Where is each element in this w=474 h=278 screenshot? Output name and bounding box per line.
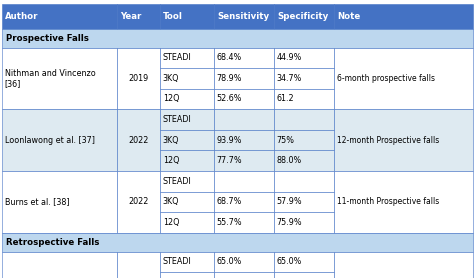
Text: 77.7%: 77.7% (217, 156, 242, 165)
Bar (274, 150, 335, 171)
Bar (2, 233, 473, 252)
Text: 68.4%: 68.4% (217, 53, 242, 62)
Bar (160, 130, 214, 150)
Text: 78.9%: 78.9% (217, 74, 242, 83)
Bar (214, 272, 274, 278)
Bar (2, 252, 118, 278)
Bar (160, 89, 214, 109)
Text: 34.7%: 34.7% (277, 74, 302, 83)
Bar (274, 4, 335, 29)
Bar (335, 48, 473, 109)
Text: Specificity: Specificity (277, 12, 328, 21)
Text: 12Q: 12Q (163, 218, 179, 227)
Bar (214, 48, 274, 68)
Text: 61.2: 61.2 (277, 95, 294, 103)
Text: Sensitivity: Sensitivity (217, 12, 269, 21)
Text: 75.9%: 75.9% (277, 218, 302, 227)
Bar (118, 252, 160, 278)
Text: 11-month Prospective falls: 11-month Prospective falls (337, 197, 439, 206)
Text: 3KQ: 3KQ (163, 197, 179, 206)
Text: 68.7%: 68.7% (217, 197, 242, 206)
Text: 65.0%: 65.0% (217, 257, 242, 266)
Bar (118, 109, 160, 171)
Bar (335, 171, 473, 233)
Text: Tool: Tool (163, 12, 183, 21)
Bar (2, 29, 473, 48)
Text: 55.7%: 55.7% (217, 218, 242, 227)
Bar (2, 48, 118, 109)
Bar (160, 48, 214, 68)
Bar (214, 109, 274, 130)
Text: 88.0%: 88.0% (277, 156, 302, 165)
Bar (274, 109, 335, 130)
Text: 93.9%: 93.9% (217, 136, 242, 145)
Bar (214, 252, 274, 272)
Bar (160, 192, 214, 212)
Bar (160, 4, 214, 29)
Bar (160, 252, 214, 272)
Text: Prospective Falls: Prospective Falls (6, 34, 89, 43)
Text: 75%: 75% (277, 136, 295, 145)
Bar (335, 109, 473, 171)
Bar (274, 252, 335, 272)
Bar (274, 171, 335, 192)
Bar (160, 171, 214, 192)
Bar (274, 212, 335, 233)
Text: 65.0%: 65.0% (277, 257, 302, 266)
Bar (214, 192, 274, 212)
Bar (274, 272, 335, 278)
Bar (214, 68, 274, 89)
Text: Note: Note (337, 12, 361, 21)
Bar (274, 68, 335, 89)
Text: 3KQ: 3KQ (163, 136, 179, 145)
Bar (335, 4, 473, 29)
Text: 52.6%: 52.6% (217, 95, 242, 103)
Text: 6-month prospective falls: 6-month prospective falls (337, 74, 435, 83)
Bar (214, 150, 274, 171)
Bar (274, 192, 335, 212)
Bar (274, 48, 335, 68)
Bar (214, 4, 274, 29)
Bar (118, 171, 160, 233)
Text: Retrospective Falls: Retrospective Falls (6, 238, 99, 247)
Bar (214, 89, 274, 109)
Text: STEADI: STEADI (163, 115, 191, 124)
Text: 44.9%: 44.9% (277, 53, 302, 62)
Bar (214, 130, 274, 150)
Bar (2, 4, 118, 29)
Text: 12Q: 12Q (163, 156, 179, 165)
Bar (160, 272, 214, 278)
Bar (160, 150, 214, 171)
Bar (274, 89, 335, 109)
Text: 2022: 2022 (128, 197, 149, 206)
Bar (214, 171, 274, 192)
Text: 12-month Prospective falls: 12-month Prospective falls (337, 136, 439, 145)
Bar (160, 109, 214, 130)
Text: Author: Author (5, 12, 39, 21)
Text: Burns et al. [38]: Burns et al. [38] (5, 197, 69, 206)
Bar (160, 212, 214, 233)
Text: 2022: 2022 (128, 136, 149, 145)
Text: STEADI: STEADI (163, 177, 191, 186)
Bar (214, 212, 274, 233)
Bar (274, 130, 335, 150)
Bar (118, 4, 160, 29)
Text: 12Q: 12Q (163, 95, 179, 103)
Text: 2019: 2019 (129, 74, 149, 83)
Text: STEADI: STEADI (163, 257, 191, 266)
Bar (160, 68, 214, 89)
Text: 57.9%: 57.9% (277, 197, 302, 206)
Text: STEADI: STEADI (163, 53, 191, 62)
Bar (2, 109, 118, 171)
Text: Year: Year (120, 12, 142, 21)
Bar (2, 171, 118, 233)
Text: Nithman and Vincenzo
[36]: Nithman and Vincenzo [36] (5, 69, 95, 88)
Text: 3KQ: 3KQ (163, 74, 179, 83)
Bar (335, 252, 473, 278)
Text: Loonlawong et al. [37]: Loonlawong et al. [37] (5, 136, 95, 145)
Bar (118, 48, 160, 109)
